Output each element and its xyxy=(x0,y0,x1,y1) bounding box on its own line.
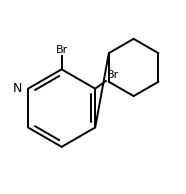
Text: N: N xyxy=(13,82,23,95)
Text: Br: Br xyxy=(55,45,68,55)
Text: Br: Br xyxy=(107,70,119,80)
